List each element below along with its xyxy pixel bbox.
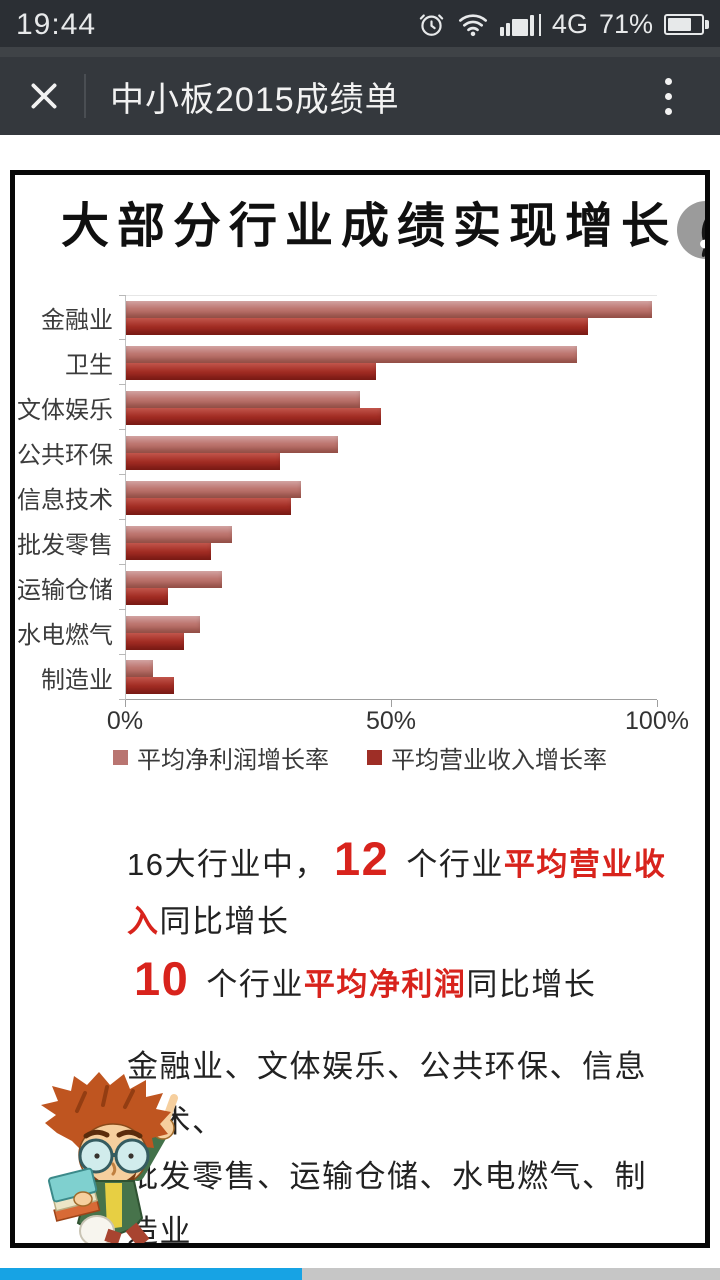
highlight-number: 12: [333, 832, 390, 885]
signal-strength-icon: [499, 13, 541, 36]
mascot-illustration: [41, 1072, 178, 1243]
bar-net-profit-growth: [126, 390, 360, 408]
text-segment: 同比增长: [466, 967, 597, 1002]
poster-title: 大部分行业成绩实现增长: [61, 200, 678, 253]
close-icon: [31, 83, 57, 109]
bar-net-profit-growth: [126, 301, 652, 318]
battery-fill: [668, 18, 691, 31]
bar-net-profit-growth: [126, 435, 339, 453]
highlight-text: 平均营业收入: [127, 847, 667, 939]
chart-category-row: 文体娱乐: [15, 384, 705, 430]
bar-net-profit-growth: [126, 480, 302, 498]
page-title: 中小板2015成绩单: [110, 80, 400, 119]
infographic-card: 大部分行业成绩实现增长 金融业卫生文体娱乐公共环保信息技术批发零售运输仓储水电燃…: [10, 170, 710, 1248]
highlight-number: 10: [134, 952, 190, 1005]
bar-revenue-growth: [126, 542, 211, 560]
chart-category-row: 制造业: [15, 654, 705, 700]
status-bar: 19:44 4G 71%: [0, 0, 720, 57]
category-bars: [119, 654, 657, 700]
category-label: 文体娱乐: [17, 397, 113, 424]
status-icons: 4G 71%: [417, 9, 709, 40]
brand-logo-icon: [677, 201, 705, 259]
network-type: 4G: [551, 9, 588, 39]
text-segment: 16大行业中，: [127, 847, 327, 882]
bar-revenue-growth: [126, 587, 169, 605]
category-label: 水电燃气: [17, 622, 113, 649]
x-axis-labels: 0% 50% 100%: [107, 700, 689, 738]
legend-label: 平均营业收入增长率: [391, 746, 607, 774]
chart-category-row: 运输仓储: [15, 564, 705, 610]
legend-swatch-revenue: [367, 749, 382, 765]
legend-item-net-profit: 平均净利润增长率: [113, 740, 329, 775]
chart-rows: 金融业卫生文体娱乐公共环保信息技术批发零售运输仓储水电燃气制造业: [15, 295, 705, 700]
bar-revenue-growth: [126, 452, 280, 470]
summary-line-1: 16大行业中， 12 个行业平均营业收入同比增长: [127, 830, 677, 950]
article-content: 大部分行业成绩实现增长 金融业卫生文体娱乐公共环保信息技术批发零售运输仓储水电燃…: [0, 135, 720, 1280]
chart-category-row: 水电燃气: [15, 609, 705, 655]
category-bars: [119, 429, 657, 475]
alarm-icon: [419, 14, 444, 36]
bar-chart: 金融业卫生文体娱乐公共环保信息技术批发零售运输仓储水电燃气制造业 0% 50% 10…: [15, 295, 705, 774]
chart-category-row: 金融业: [15, 295, 705, 340]
legend-swatch-net-profit: [113, 749, 128, 765]
text-segment: 个行业: [396, 847, 504, 882]
category-label: 批发零售: [17, 532, 113, 559]
summary-text: 16大行业中， 12 个行业平均营业收入同比增长 10 个行业平均净利润同比增长 …: [15, 830, 705, 1243]
category-label: 金融业: [41, 307, 113, 334]
bar-revenue-growth: [126, 362, 376, 380]
chart-legend: 平均净利润增长率 平均营业收入增长率: [15, 740, 705, 774]
category-label: 运输仓储: [17, 577, 113, 604]
clock-time: 19:44: [16, 7, 97, 41]
chart-category-row: 公共环保: [15, 429, 705, 475]
more-menu-icon: [665, 77, 672, 85]
close-button[interactable]: [0, 78, 84, 114]
page-load-progress-bar: [0, 1268, 720, 1280]
legend-item-revenue: 平均营业收入增长率: [367, 740, 607, 775]
navbar-divider: [84, 74, 86, 118]
category-bars: [119, 339, 657, 385]
progress-fill: [0, 1268, 303, 1280]
summary-line-2: 10 个行业平均净利润同比增长: [127, 950, 677, 1013]
more-menu-button[interactable]: [657, 70, 680, 123]
category-bars: [119, 295, 657, 340]
highlight-text: 平均净利润: [303, 967, 467, 1002]
chart-category-row: 批发零售: [15, 519, 705, 565]
title-bar: 中小板2015成绩单: [0, 57, 720, 135]
bar-revenue-growth: [126, 632, 185, 650]
bar-net-profit-growth: [126, 345, 578, 363]
bar-revenue-growth: [126, 497, 291, 515]
category-label: 信息技术: [17, 487, 113, 514]
category-label: 公共环保: [17, 442, 113, 469]
battery-nub: [705, 20, 709, 29]
text-segment: 同比增长: [159, 904, 290, 939]
chart-category-row: 信息技术: [15, 474, 705, 520]
battery-percent: 71%: [598, 9, 653, 39]
category-bars: [119, 474, 657, 520]
x-tick-label: 50%: [365, 707, 417, 735]
bar-revenue-growth: [126, 318, 588, 335]
bar-revenue-growth: [126, 407, 381, 425]
text-segment: 个行业: [196, 967, 304, 1002]
bar-net-profit-growth: [126, 660, 153, 677]
bar-net-profit-growth: [126, 615, 201, 633]
battery-icon: [664, 14, 709, 35]
category-bars: [119, 384, 657, 430]
bar-revenue-growth: [126, 677, 174, 694]
category-bars: [119, 609, 657, 655]
wifi-icon: [458, 14, 487, 37]
chart-category-row: 卫生: [15, 339, 705, 385]
x-tick-label: 0%: [106, 707, 144, 735]
legend-label: 平均净利润增长率: [137, 746, 329, 774]
x-tick-label: 100%: [625, 707, 689, 735]
poster-header: 大部分行业成绩实现增长: [15, 175, 705, 287]
category-label: 卫生: [65, 352, 113, 379]
bar-net-profit-growth: [126, 570, 222, 588]
category-bars: [119, 564, 657, 610]
bar-net-profit-growth: [126, 525, 233, 543]
category-label: 制造业: [41, 667, 113, 694]
category-bars: [119, 519, 657, 565]
